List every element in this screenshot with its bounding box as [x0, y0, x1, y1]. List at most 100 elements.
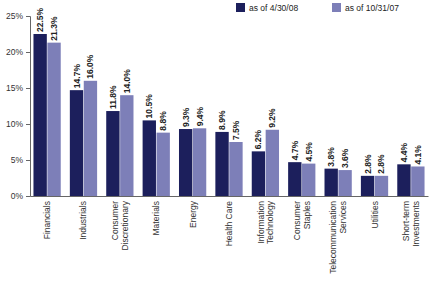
- x-tick: Health Care: [224, 196, 234, 246]
- bar: [215, 132, 228, 196]
- data-label: 21.3%: [49, 16, 59, 41]
- bar: [375, 176, 388, 196]
- data-label: 8.9%: [217, 110, 227, 130]
- y-tick-label: 5%: [11, 155, 24, 165]
- chart-svg: 22.5%14.7%11.8%10.5%9.3%8.9%6.2%4.7%3.8%…: [0, 0, 432, 286]
- x-tick-label-line: Health Care: [224, 201, 234, 247]
- y-tick: 25%: [6, 11, 30, 21]
- y-tick-mark: [26, 124, 30, 125]
- plot: 22.5%14.7%11.8%10.5%9.3%8.9%6.2%4.7%3.8%…: [6, 3, 429, 274]
- y-tick-mark: [26, 52, 30, 53]
- x-tick-label: Materials: [151, 201, 161, 235]
- data-label: 3.8%: [326, 147, 336, 167]
- bar: [143, 120, 156, 196]
- x-tick: Utilities: [370, 196, 380, 228]
- x-axis: Financials Industrials ConsumerDiscretiona…: [31, 196, 429, 274]
- x-tick-label-line: Consumer: [292, 201, 302, 240]
- x-axis-line: [31, 196, 429, 197]
- data-label: 7.5%: [231, 120, 241, 140]
- y-tick: 20%: [6, 47, 30, 57]
- bar: [229, 142, 242, 196]
- bar: [411, 166, 424, 196]
- bar: [302, 164, 315, 196]
- y-tick: 10%: [6, 119, 30, 129]
- data-label: 11.8%: [108, 85, 118, 109]
- legend-swatch: [236, 3, 245, 12]
- data-label: 8.8%: [158, 111, 168, 131]
- x-tick: Industrials: [78, 196, 88, 240]
- data-label: 10.5%: [144, 94, 154, 119]
- x-tick-label-line: Materials: [151, 201, 161, 235]
- x-tick: Financials: [42, 196, 52, 239]
- bar: [338, 170, 351, 196]
- y-tick: 0%: [11, 191, 30, 201]
- chart-container: 22.5%14.7%11.8%10.5%9.3%8.9%6.2%4.7%3.8%…: [0, 0, 432, 286]
- data-label: 9.3%: [181, 107, 191, 127]
- bar: [266, 130, 279, 196]
- data-label: 2.8%: [363, 154, 373, 174]
- y-tick-mark: [26, 196, 30, 197]
- data-label: 9.4%: [195, 107, 205, 127]
- bar: [33, 34, 46, 196]
- x-tick-label: Health Care: [224, 201, 234, 247]
- x-tick: Materials: [151, 196, 161, 235]
- y-tick-mark: [26, 16, 30, 17]
- y-axis-line: [26, 17, 31, 197]
- data-label: 4.5%: [304, 142, 314, 162]
- x-tick: TelecommunicationServices: [328, 196, 348, 274]
- x-tick-label-line: Investments: [411, 201, 421, 247]
- y-tick-label: 10%: [6, 119, 23, 129]
- x-tick: InformationTechnology: [256, 196, 276, 244]
- bar: [70, 90, 83, 196]
- x-tick-label: ConsumerStaples: [292, 201, 312, 240]
- x-tick-label-line: Staples: [302, 201, 312, 229]
- x-tick-label-line: Utilities: [370, 201, 380, 228]
- x-tick-label: ConsumerDiscretionary: [110, 200, 129, 250]
- data-label: 4.1%: [413, 145, 423, 165]
- y-tick-label: 25%: [6, 11, 23, 21]
- x-tick-label-line: Services: [338, 201, 348, 234]
- x-tick-label-line: Energy: [188, 200, 198, 228]
- x-tick-label: Energy: [188, 200, 198, 228]
- bar: [120, 95, 133, 196]
- x-tick-label-line: Consumer: [110, 201, 120, 240]
- x-tick-label-line: Short-term: [401, 201, 411, 241]
- bar: [325, 169, 338, 196]
- y-tick: 5%: [11, 155, 30, 165]
- data-label: 4.4%: [399, 143, 409, 163]
- y-tick-mark: [26, 88, 30, 89]
- x-tick: Short-termInvestments: [401, 196, 421, 247]
- data-label: 22.5%: [35, 7, 45, 32]
- data-label: 14.0%: [122, 69, 132, 94]
- bar: [288, 162, 301, 196]
- x-tick-label: Short-termInvestments: [401, 201, 421, 247]
- bar: [193, 128, 206, 196]
- legend-label: as of 10/31/07: [345, 3, 399, 13]
- x-tick-label-line: Industrials: [78, 201, 88, 240]
- y-tick-label: 20%: [6, 47, 23, 57]
- bar: [179, 129, 192, 196]
- bar: [106, 111, 119, 196]
- y-tick-label: 15%: [6, 83, 23, 93]
- x-tick-label: Industrials: [78, 201, 88, 240]
- legend-swatch: [332, 3, 341, 12]
- bar: [157, 133, 170, 196]
- x-tick-label: TelecommunicationServices: [328, 201, 348, 274]
- data-label: 4.7%: [290, 140, 300, 160]
- x-tick-label: Financials: [42, 201, 52, 239]
- x-tick-label-line: Technology: [265, 200, 275, 244]
- data-label: 3.6%: [340, 148, 350, 168]
- y-tick: 15%: [6, 83, 30, 93]
- legend-item: as of 4/30/08: [236, 3, 298, 13]
- bar: [84, 81, 97, 196]
- y-tick-mark: [26, 160, 30, 161]
- data-label: 2.8%: [376, 154, 386, 174]
- x-tick-label-line: Telecommunication: [328, 201, 338, 274]
- data-label: 9.2%: [267, 108, 277, 128]
- legend: as of 4/30/08 as of 10/31/07: [236, 3, 399, 13]
- bar: [361, 176, 374, 196]
- bars: [33, 34, 424, 196]
- bar: [397, 164, 410, 196]
- x-tick-label-line: Information: [256, 201, 266, 244]
- data-labels: 22.5%14.7%11.8%10.5%9.3%8.9%6.2%4.7%3.8%…: [35, 7, 423, 173]
